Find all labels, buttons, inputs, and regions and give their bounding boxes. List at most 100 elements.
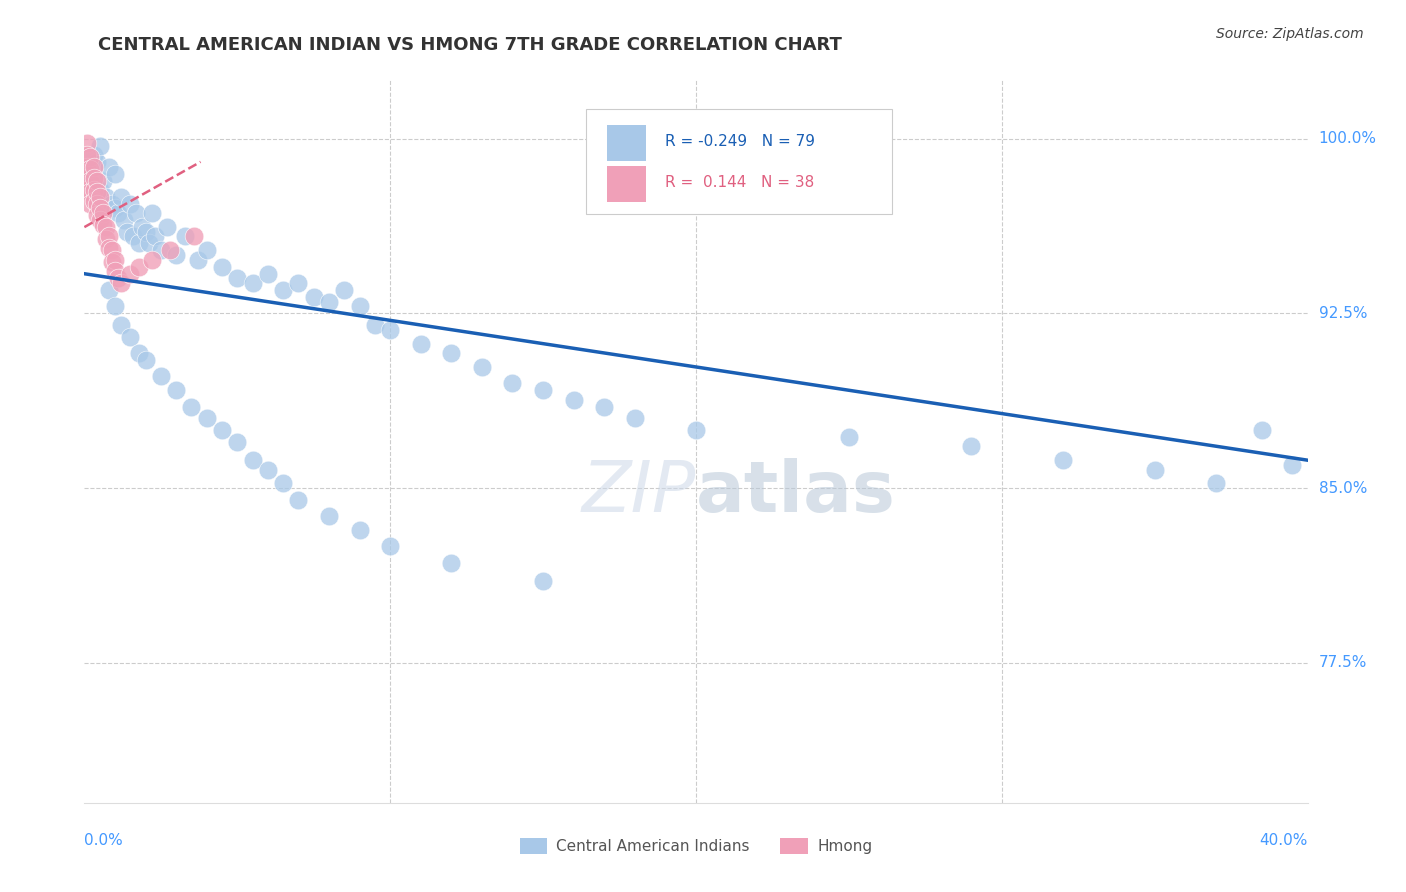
Point [128, 346, 150, 360]
Point [120, 267, 142, 281]
Text: 92.5%: 92.5% [1319, 306, 1367, 321]
Point [195, 244, 218, 258]
Point [115, 225, 138, 239]
Point [76, 160, 98, 174]
Point [502, 376, 524, 391]
Point [79, 161, 101, 176]
Point [110, 190, 132, 204]
Point [531, 384, 554, 398]
Point [138, 236, 160, 251]
Point [143, 229, 166, 244]
Point [226, 434, 249, 449]
Point [97, 229, 120, 244]
Point [94, 220, 117, 235]
Point [104, 252, 127, 267]
Point [141, 252, 163, 267]
Text: 77.5%: 77.5% [1319, 656, 1367, 671]
Point [1205, 476, 1227, 491]
Point [195, 411, 218, 425]
Point [257, 462, 280, 476]
Point [159, 244, 181, 258]
Point [86, 196, 108, 211]
Point [960, 439, 983, 453]
Point [110, 318, 132, 332]
Point [94, 190, 117, 204]
Point [79, 196, 101, 211]
Point [76, 183, 98, 197]
Text: R =  0.144   N = 38: R = 0.144 N = 38 [665, 176, 814, 190]
Point [101, 255, 124, 269]
Point [122, 229, 145, 244]
Point [349, 523, 371, 537]
Point [104, 167, 127, 181]
Point [440, 346, 463, 360]
Point [242, 453, 264, 467]
Point [183, 229, 205, 244]
Point [471, 359, 494, 374]
Point [685, 423, 707, 437]
Point [318, 509, 340, 524]
Point [112, 213, 135, 227]
Point [89, 202, 111, 216]
Point [107, 271, 129, 285]
Point [79, 173, 101, 187]
Point [86, 209, 108, 223]
Point [107, 206, 129, 220]
Point [110, 276, 132, 290]
Point [76, 148, 98, 162]
Point [211, 423, 233, 437]
Point [79, 185, 101, 199]
Text: 0.0%: 0.0% [84, 833, 124, 848]
Point [180, 400, 202, 414]
Point [135, 225, 157, 239]
Point [128, 236, 150, 251]
Point [125, 206, 148, 220]
Point [83, 160, 105, 174]
Point [380, 540, 402, 554]
Point [156, 220, 179, 235]
Point [186, 252, 208, 267]
Point [271, 283, 294, 297]
Point [101, 244, 124, 258]
Point [409, 336, 432, 351]
Point [101, 196, 124, 211]
Text: 40.0%: 40.0% [1260, 833, 1308, 848]
Point [97, 283, 120, 297]
Point [149, 244, 172, 258]
Point [94, 232, 117, 246]
Point [165, 384, 187, 398]
Point [86, 154, 108, 169]
Point [97, 241, 120, 255]
Point [89, 213, 111, 227]
Point [531, 574, 554, 589]
Point [302, 290, 325, 304]
Text: CENTRAL AMERICAN INDIAN VS HMONG 7TH GRADE CORRELATION CHART: CENTRAL AMERICAN INDIAN VS HMONG 7TH GRA… [98, 36, 842, 54]
Point [79, 167, 101, 181]
Text: ZIP: ZIP [582, 458, 696, 526]
Point [624, 411, 647, 425]
Point [89, 138, 111, 153]
Point [135, 353, 157, 368]
Point [593, 400, 616, 414]
Text: 85.0%: 85.0% [1319, 481, 1367, 496]
Point [271, 476, 294, 491]
Point [287, 492, 309, 507]
Point [1143, 462, 1166, 476]
Point [211, 260, 233, 274]
Point [86, 185, 108, 199]
Point [89, 190, 111, 204]
Point [333, 283, 356, 297]
FancyBboxPatch shape [606, 166, 645, 202]
Point [226, 271, 249, 285]
Point [104, 264, 127, 278]
Point [165, 248, 187, 262]
Point [91, 206, 114, 220]
Point [120, 329, 142, 343]
Point [149, 369, 172, 384]
Point [174, 229, 197, 244]
Point [79, 150, 101, 164]
Point [89, 183, 111, 197]
Point [838, 430, 860, 444]
Point [131, 220, 153, 235]
Point [120, 196, 142, 211]
